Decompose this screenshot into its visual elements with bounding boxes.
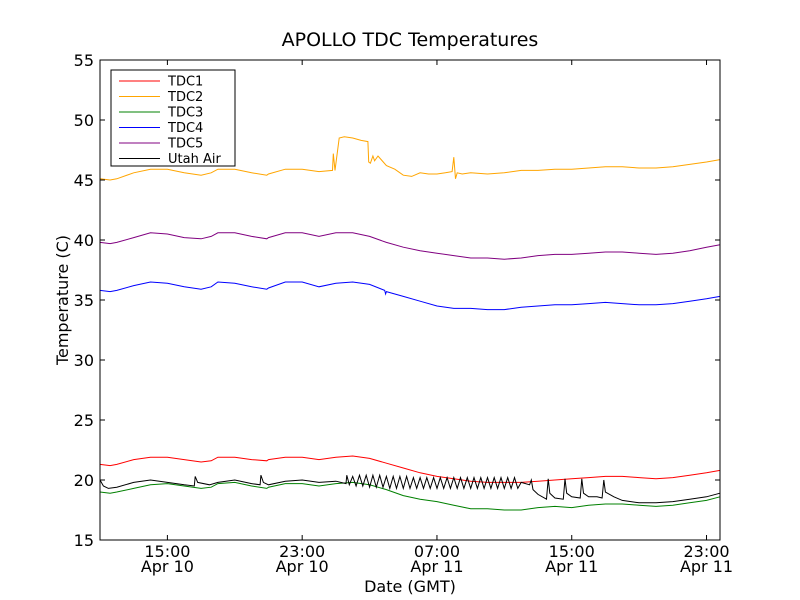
- x-tick-time-label: 15:00: [144, 542, 190, 561]
- y-tick-label: 55: [74, 51, 94, 70]
- x-tick-time-label: 23:00: [279, 542, 325, 561]
- legend-label-tdc4: TDC4: [167, 121, 203, 136]
- y-tick-label: 40: [74, 231, 94, 250]
- legend-label-tdc5: TDC5: [167, 137, 203, 152]
- x-tick-date-label: Apr 11: [410, 557, 463, 576]
- y-tick-label: 20: [74, 471, 94, 490]
- x-tick-date-label: Apr 10: [141, 557, 194, 576]
- y-tick-label: 25: [74, 411, 94, 430]
- y-tick-label: 45: [74, 171, 94, 190]
- series-line-tdc4: [99, 281, 721, 311]
- x-tick-date-label: Apr 11: [545, 557, 598, 576]
- x-tick-time-label: 15:00: [549, 542, 595, 561]
- x-tick-time-label: 23:00: [683, 542, 729, 561]
- series-line-utah-air: [99, 473, 721, 504]
- legend-label-tdc1: TDC1: [167, 75, 203, 90]
- plot-series: [99, 136, 721, 511]
- series-line-tdc3: [99, 481, 721, 511]
- series-line-tdc5: [99, 232, 721, 260]
- plot-frame: [99, 59, 721, 541]
- series-line-tdc2: [99, 136, 721, 181]
- legend-box: [110, 69, 236, 167]
- y-axis-label: Temperature (C): [53, 235, 72, 366]
- y-tick-label: 30: [74, 351, 94, 370]
- legend-label-tdc3: TDC3: [167, 106, 203, 121]
- legend-label-tdc2: TDC2: [167, 90, 203, 105]
- x-tick-date-label: Apr 10: [276, 557, 329, 576]
- y-tick-label: 50: [74, 111, 94, 130]
- y-tick-label: 15: [74, 531, 94, 550]
- series-line-tdc1: [99, 455, 721, 483]
- x-tick-time-label: 07:00: [414, 542, 460, 561]
- x-tick-date-label: Apr 11: [680, 557, 733, 576]
- legend-label-utah-air: Utah Air: [168, 152, 221, 167]
- chart-title: APOLLO TDC Temperatures: [282, 29, 539, 51]
- y-tick-label: 35: [74, 291, 94, 310]
- x-axis-label: Date (GMT): [364, 577, 456, 596]
